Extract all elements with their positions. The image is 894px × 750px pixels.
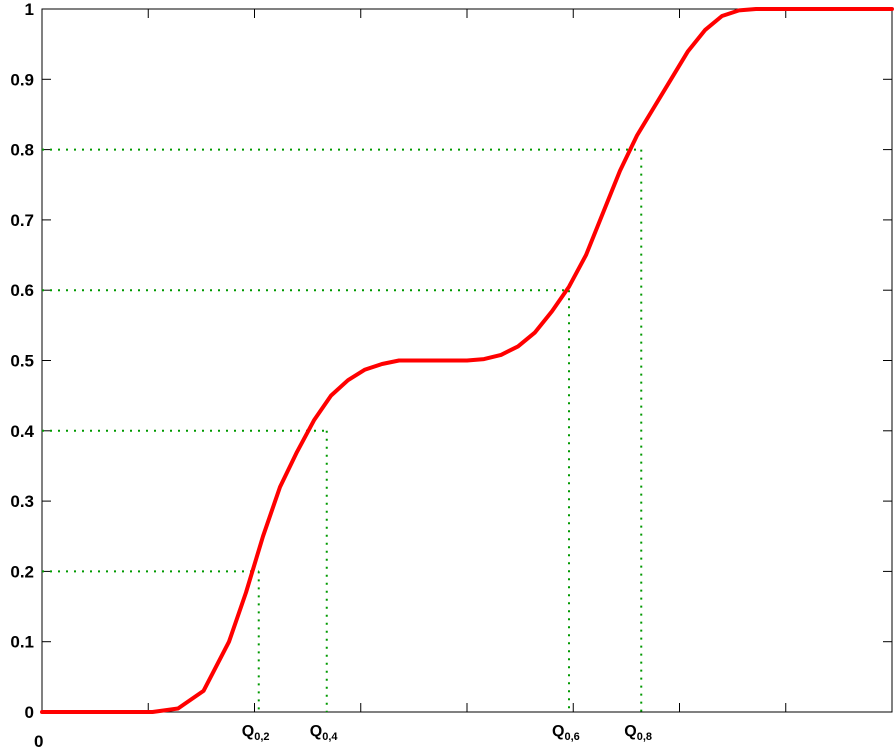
quantile-label: Q0,4 bbox=[310, 723, 339, 743]
quantile-labels: Q0,2 Q0,4 Q0,6 Q0,8 bbox=[242, 723, 652, 743]
y-tick-label: 1 bbox=[25, 0, 34, 19]
y-tick-label: 0.7 bbox=[10, 211, 34, 230]
y-tick-labels: 0 0.1 0.2 0.3 0.4 0.5 0.6 0.7 0.8 0.9 1 bbox=[10, 0, 34, 722]
y-tick-label: 0.6 bbox=[10, 281, 34, 300]
quantile-label: Q0,8 bbox=[624, 723, 652, 743]
quantile-label-main: Q bbox=[624, 723, 636, 740]
quantile-label-main: Q bbox=[242, 723, 254, 740]
y-tick-label: 0.5 bbox=[10, 352, 34, 371]
y-tick-label: 0.3 bbox=[10, 492, 34, 511]
cdf-series-line bbox=[40, 7, 894, 714]
y-tick-label: 0.9 bbox=[10, 70, 34, 89]
y-tick-label: 0.8 bbox=[10, 141, 34, 160]
y-tick-label: 0.1 bbox=[10, 633, 34, 652]
quantile-label-main: Q bbox=[552, 723, 564, 740]
quantile-label: Q0,2 bbox=[242, 723, 270, 743]
quantile-label-subscript: 0,6 bbox=[564, 731, 579, 743]
y-tick-label: 0.2 bbox=[10, 562, 34, 581]
quantile-label-subscript: 0,2 bbox=[254, 731, 269, 743]
x-origin-label: 0 bbox=[34, 732, 43, 750]
y-tick-label: 0 bbox=[25, 703, 34, 722]
quantile-label-main: Q bbox=[310, 723, 322, 740]
quantile-label: Q0,6 bbox=[552, 723, 580, 743]
cdf-curve bbox=[40, 7, 894, 714]
quantile-label-subscript: 0,8 bbox=[637, 731, 652, 743]
quantile-guides bbox=[42, 148, 643, 712]
y-tick-label: 0.4 bbox=[10, 422, 34, 441]
quantile-label-subscript: 0,4 bbox=[322, 731, 338, 743]
